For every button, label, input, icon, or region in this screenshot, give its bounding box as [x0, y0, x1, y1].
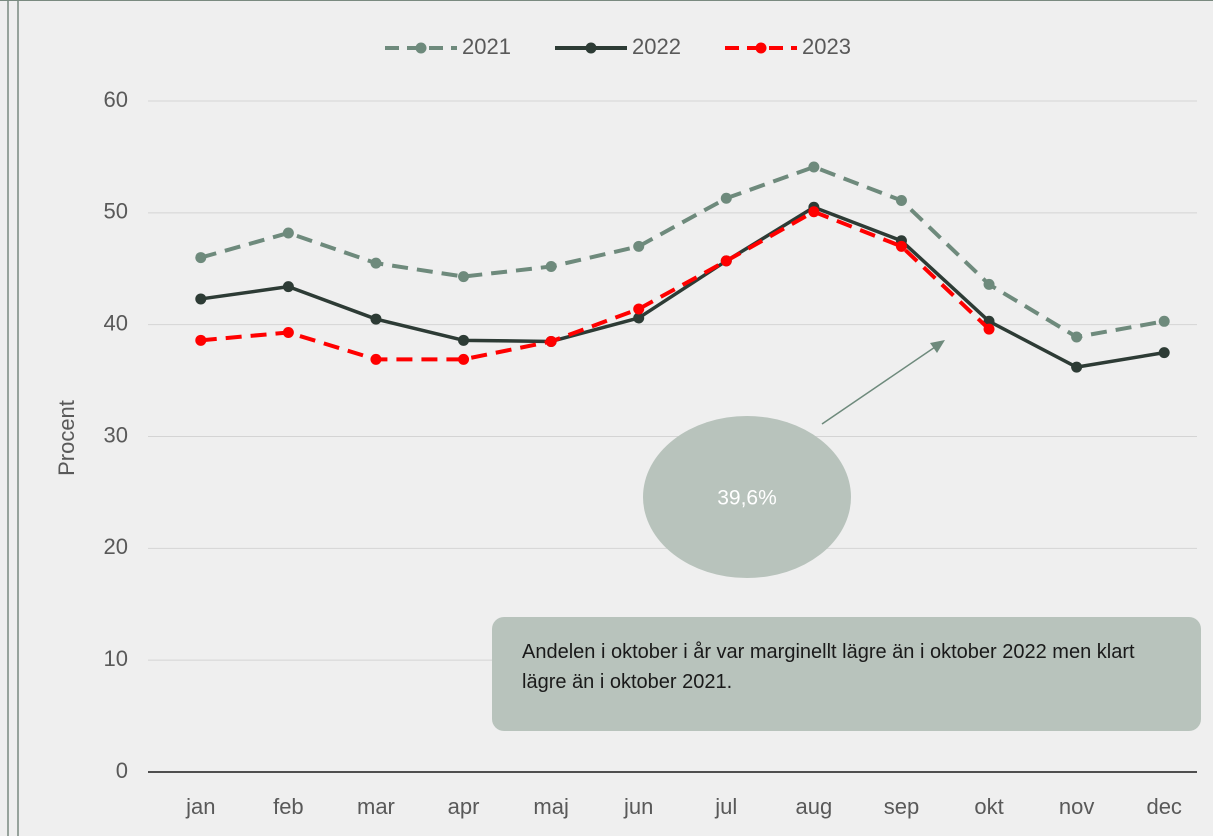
series-marker — [633, 312, 645, 324]
callout-bubble — [643, 416, 851, 578]
legend-marker — [415, 42, 427, 54]
series-marker — [370, 257, 382, 269]
x-tick-label: maj — [533, 794, 568, 819]
series-marker — [458, 353, 470, 365]
callout-arrowhead — [930, 340, 945, 353]
series-marker — [633, 303, 645, 315]
series-marker — [282, 281, 294, 293]
series-marker — [282, 227, 294, 239]
x-tick-label: feb — [273, 794, 304, 819]
series-marker — [370, 353, 382, 365]
legend-marker — [585, 42, 597, 54]
series-marker — [720, 255, 732, 267]
series-marker — [458, 334, 470, 346]
series-marker — [545, 261, 557, 273]
y-tick-label: 50 — [104, 199, 128, 224]
series-marker — [633, 240, 645, 252]
x-tick-label: jul — [714, 794, 737, 819]
x-tick-label: nov — [1059, 794, 1094, 819]
series-marker — [282, 326, 294, 338]
series-marker — [195, 252, 207, 264]
series-marker — [195, 293, 207, 305]
legend-label: 2022 — [632, 34, 681, 59]
callout-label: 39,6% — [717, 487, 777, 510]
callout-arrow — [821, 344, 939, 425]
series-marker — [1158, 315, 1170, 327]
series-marker — [983, 278, 995, 290]
series-marker — [983, 323, 995, 335]
series-marker — [458, 271, 470, 283]
x-tick-label: apr — [448, 794, 480, 819]
series-line — [200, 164, 1165, 339]
x-tick-label: jan — [185, 794, 215, 819]
y-axis-label: Procent — [54, 400, 79, 476]
series-marker — [370, 313, 382, 325]
x-tick-label: dec — [1146, 794, 1181, 819]
x-tick-label: mar — [357, 794, 395, 819]
y-tick-label: 20 — [104, 534, 128, 559]
y-tick-label: 30 — [104, 422, 128, 447]
series-marker — [895, 240, 907, 252]
y-tick-label: 0 — [116, 758, 128, 783]
legend-label: 2023 — [802, 34, 851, 59]
series-marker — [1071, 361, 1083, 373]
series-marker — [895, 195, 907, 207]
y-tick-label: 40 — [104, 310, 128, 335]
series-marker — [545, 335, 557, 347]
y-tick-label: 60 — [104, 87, 128, 112]
y-tick-label: 10 — [104, 646, 128, 671]
x-tick-label: sep — [884, 794, 919, 819]
series-marker — [720, 192, 732, 204]
series-line — [200, 205, 1165, 369]
series-marker — [1158, 347, 1170, 359]
x-tick-label: jun — [623, 794, 653, 819]
x-tick-label: aug — [796, 794, 833, 819]
series-marker — [808, 161, 820, 173]
series-line — [200, 209, 991, 362]
series-marker — [195, 334, 207, 346]
legend-label: 2021 — [462, 34, 511, 59]
series-marker — [808, 206, 820, 218]
note-box: Andelen i oktober i år var marginellt lä… — [492, 617, 1201, 731]
x-tick-label: okt — [974, 794, 1003, 819]
legend-marker — [755, 42, 767, 54]
series-marker — [1071, 331, 1083, 343]
